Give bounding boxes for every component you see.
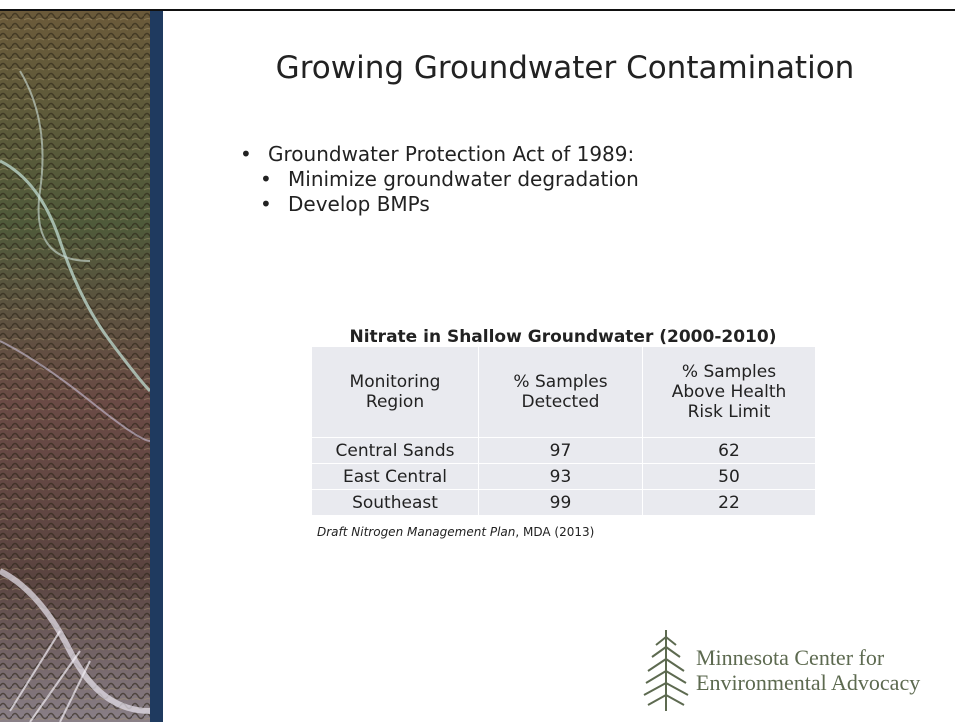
table-title: Nitrate in Shallow Groundwater (2000-201… bbox=[311, 327, 815, 347]
satellite-image bbox=[0, 11, 150, 722]
cell: 62 bbox=[643, 438, 816, 464]
accent-bar bbox=[150, 11, 163, 722]
cell: 97 bbox=[479, 438, 643, 464]
source-note: Draft Nitrogen Management Plan, MDA (201… bbox=[317, 525, 594, 539]
top-rule bbox=[0, 0, 955, 11]
cell: East Central bbox=[312, 464, 479, 490]
bullet: Groundwater Protection Act of 1989: bbox=[240, 142, 639, 167]
logo: Minnesota Center for Environmental Advoc… bbox=[640, 625, 955, 715]
column-header: % Samples Detected bbox=[479, 347, 643, 438]
data-table: Monitoring Region % Samples Detected % S… bbox=[311, 346, 816, 516]
table-row: Central Sands 97 62 bbox=[312, 438, 816, 464]
column-header: Monitoring Region bbox=[312, 347, 479, 438]
tree-icon bbox=[640, 625, 696, 715]
bullet-list: Groundwater Protection Act of 1989: Mini… bbox=[240, 142, 639, 217]
column-header: % Samples Above Health Risk Limit bbox=[643, 347, 816, 438]
cell: 22 bbox=[643, 490, 816, 516]
cell: 99 bbox=[479, 490, 643, 516]
cell: Central Sands bbox=[312, 438, 479, 464]
cell: 93 bbox=[479, 464, 643, 490]
source-title: Draft Nitrogen Management Plan bbox=[317, 525, 515, 539]
logo-text: Minnesota Center for bbox=[696, 645, 884, 671]
logo-text: Environmental Advocacy bbox=[696, 670, 920, 696]
slide: Growing Groundwater Contamination Ground… bbox=[0, 0, 955, 722]
cell: 50 bbox=[643, 464, 816, 490]
source-rest: , MDA (2013) bbox=[515, 525, 594, 539]
slide-title: Growing Groundwater Contamination bbox=[175, 50, 955, 86]
sub-bullet: Develop BMPs bbox=[240, 192, 639, 217]
table-row: Southeast 99 22 bbox=[312, 490, 816, 516]
sub-bullet: Minimize groundwater degradation bbox=[240, 167, 639, 192]
header-row: Monitoring Region % Samples Detected % S… bbox=[312, 347, 816, 438]
table-row: East Central 93 50 bbox=[312, 464, 816, 490]
cell: Southeast bbox=[312, 490, 479, 516]
